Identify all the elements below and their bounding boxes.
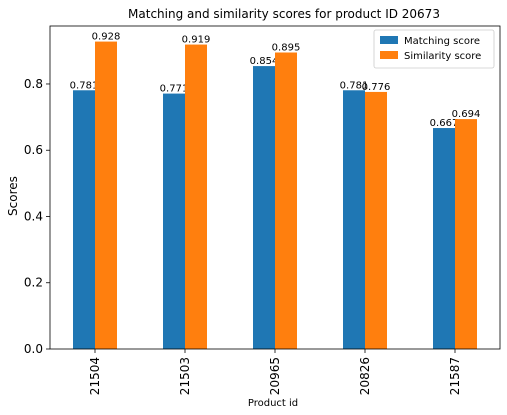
data-label-similarity-20826: 0.776 xyxy=(362,82,391,93)
data-label-matching-21504: 0.781 xyxy=(70,80,99,91)
bar-matching-21503 xyxy=(163,93,185,349)
bar-matching-20965 xyxy=(253,66,275,349)
legend-swatch-matching xyxy=(380,36,398,44)
y-tick-label: 0.8 xyxy=(24,77,43,91)
data-label-similarity-21504: 0.928 xyxy=(92,32,121,43)
x-tick-label: 21503 xyxy=(178,357,192,395)
data-label-similarity-21503: 0.919 xyxy=(182,35,211,46)
x-tick-label: 21587 xyxy=(448,357,462,395)
y-tick-label: 0.0 xyxy=(24,342,43,356)
bar-matching-21587 xyxy=(433,128,455,349)
y-tick-label: 0.6 xyxy=(24,143,43,157)
data-label-matching-21587: 0.667 xyxy=(430,118,459,129)
bar-matching-21504 xyxy=(73,90,95,350)
legend-label-matching: Matching score xyxy=(404,36,480,47)
x-tick-label: 20965 xyxy=(268,357,282,395)
bar-similarity-20965 xyxy=(275,52,297,349)
bar-similarity-21503 xyxy=(185,44,207,350)
legend: Matching score Similarity score xyxy=(373,29,495,69)
data-label-similarity-20965: 0.895 xyxy=(272,43,301,54)
plot-frame xyxy=(49,25,501,350)
legend-label-similarity: Similarity score xyxy=(404,51,481,62)
chart-title: Matching and similarity scores for produ… xyxy=(128,7,440,21)
data-label-matching-20826: 0.781 xyxy=(340,80,369,91)
legend-swatch-similarity xyxy=(380,51,398,59)
x-tick-label: 20826 xyxy=(358,357,372,395)
data-label-matching-21503: 0.771 xyxy=(160,84,189,95)
x-axis-label: Product id xyxy=(248,398,298,409)
data-label-similarity-21587: 0.694 xyxy=(452,109,481,120)
y-axis-label: Scores xyxy=(6,176,20,216)
x-tick-label: 21504 xyxy=(88,357,102,395)
bar-similarity-21587 xyxy=(455,119,477,349)
bar-similarity-20826 xyxy=(365,91,387,350)
data-label-matching-20965: 0.854 xyxy=(250,56,279,67)
bar-matching-20826 xyxy=(343,90,365,350)
bar-similarity-21504 xyxy=(95,41,117,350)
y-tick-label: 0.4 xyxy=(24,209,43,223)
y-tick-label: 0.2 xyxy=(24,276,43,290)
legend-box xyxy=(373,29,495,69)
